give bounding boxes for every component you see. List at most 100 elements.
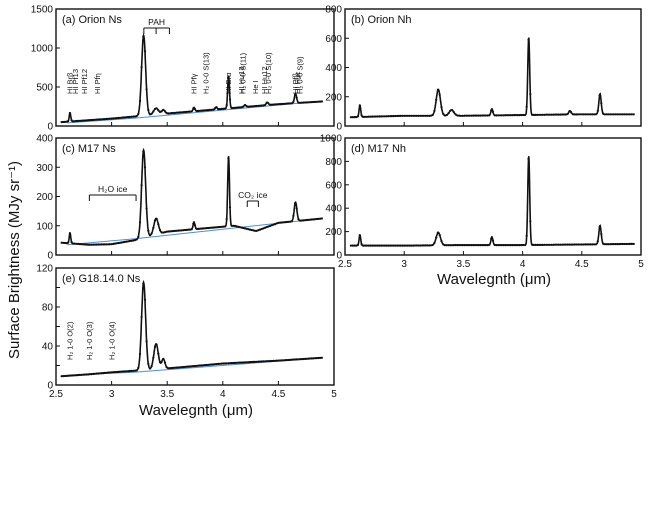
- spectrum-point: [396, 114, 399, 118]
- spectrum-point: [142, 150, 145, 153]
- spectrum-point: [387, 244, 390, 247]
- spectrum-point: [304, 219, 307, 222]
- spectrum-point: [253, 360, 257, 363]
- spectrum-point: [128, 115, 131, 118]
- spectrum-point: [85, 373, 88, 376]
- line-label: HI Pf12: [80, 69, 89, 94]
- spectrum-point: [232, 361, 235, 365]
- spectrum-point: [185, 365, 188, 368]
- spectrum-point: [264, 103, 267, 106]
- spectrum-point: [475, 114, 479, 117]
- spectrum-point: [440, 240, 443, 243]
- spectrum-point: [217, 362, 220, 365]
- x-tick-label: 5: [638, 259, 644, 270]
- spectrum-point: [586, 113, 589, 116]
- spectrum-point: [319, 100, 322, 103]
- panel-title: (b) Orion Nh: [351, 14, 412, 26]
- spectrum-point: [95, 372, 98, 375]
- spectrum-point: [165, 111, 168, 115]
- spectrum-point: [490, 237, 493, 240]
- spectrum-point: [297, 101, 300, 104]
- spectrum-point: [137, 235, 140, 238]
- spectrum-point: [280, 359, 283, 362]
- x-tick-label: 3.5: [456, 259, 470, 270]
- spectrum-point: [70, 241, 73, 244]
- spectrum-point: [458, 114, 461, 117]
- spectrum-point: [168, 230, 172, 233]
- spectrum-point: [376, 244, 379, 247]
- spectrum-point: [545, 243, 548, 246]
- spectrum-point: [587, 243, 591, 246]
- line-label: HI Pf13: [71, 69, 80, 94]
- spectrum-point: [173, 229, 177, 232]
- spectrum-point: [408, 114, 411, 117]
- spectrum-point: [97, 118, 100, 121]
- spectrum-point: [401, 244, 404, 247]
- spectrum-point: [397, 114, 400, 117]
- spectrum-point: [123, 116, 126, 119]
- spectrum-point: [582, 243, 585, 246]
- spectrum-point: [220, 362, 223, 365]
- spectrum-point: [187, 110, 190, 113]
- spectrum-point: [93, 243, 96, 246]
- spectrum-point: [113, 242, 116, 245]
- spectrum-point: [83, 119, 86, 122]
- spectrum-point: [285, 359, 288, 362]
- spectrum-point: [372, 244, 376, 247]
- spectrum-point: [417, 114, 420, 117]
- spectrum-point: [150, 365, 153, 368]
- y-tick-label: 0: [47, 251, 53, 262]
- spectrum-point: [230, 224, 233, 227]
- spectrum-point: [152, 226, 155, 229]
- spectrum-point: [305, 357, 308, 360]
- x-tick-label: 4: [220, 389, 226, 400]
- spectrum-line: [61, 279, 323, 377]
- spectrum-point: [257, 229, 260, 232]
- spectrum-point: [491, 110, 495, 113]
- continuum-baseline: [67, 217, 323, 246]
- spectrum-point: [280, 221, 283, 224]
- spectrum-point: [177, 229, 180, 232]
- spectrum-point: [245, 227, 248, 230]
- spectrum-point: [207, 109, 210, 112]
- spectrum-point: [70, 119, 73, 122]
- spectrum-point: [62, 375, 65, 378]
- spectrum-point: [522, 243, 525, 247]
- spectrum-point: [85, 119, 88, 122]
- spectrum-point: [115, 242, 118, 245]
- spectrum-point: [130, 115, 133, 118]
- spectrum-point: [190, 110, 193, 113]
- spectrum-point: [369, 115, 372, 118]
- spectrum-point: [628, 242, 631, 245]
- spectrum-point: [147, 229, 150, 232]
- line-label: HI Pfβ: [291, 72, 300, 94]
- spectrum-point: [490, 109, 493, 112]
- spectrum-point: [80, 243, 83, 246]
- spectrum-point: [431, 243, 434, 247]
- line-label: HI Pfγ: [190, 73, 199, 94]
- spectrum-point: [412, 244, 415, 247]
- spectrum-point: [481, 114, 484, 117]
- spectrum-point: [477, 114, 480, 117]
- line-label: H₂ 0-0 S(9): [296, 56, 305, 94]
- spectrum-point: [632, 242, 635, 245]
- spectrum-point: [148, 367, 152, 370]
- spectrum-point: [317, 100, 320, 103]
- spectrum-point: [580, 113, 583, 116]
- spectrum-point: [125, 370, 128, 373]
- spectrum-point: [320, 217, 323, 220]
- spectrum-point: [95, 243, 98, 246]
- spectrum-point: [602, 242, 605, 245]
- line-label: H₂ 1-0 O(2): [66, 321, 75, 360]
- spectrum-point: [428, 114, 431, 117]
- spectrum-point: [562, 243, 566, 246]
- spectrum-point: [150, 112, 153, 115]
- spectrum-point: [374, 244, 377, 247]
- spectrum-point: [90, 373, 93, 376]
- spectrum-point: [227, 75, 230, 78]
- spectrum-point: [155, 217, 158, 220]
- spectrum-point: [77, 374, 80, 377]
- spectrum-point: [481, 244, 484, 247]
- spectrum-point: [320, 100, 323, 103]
- y-tick-label: 200: [325, 227, 342, 238]
